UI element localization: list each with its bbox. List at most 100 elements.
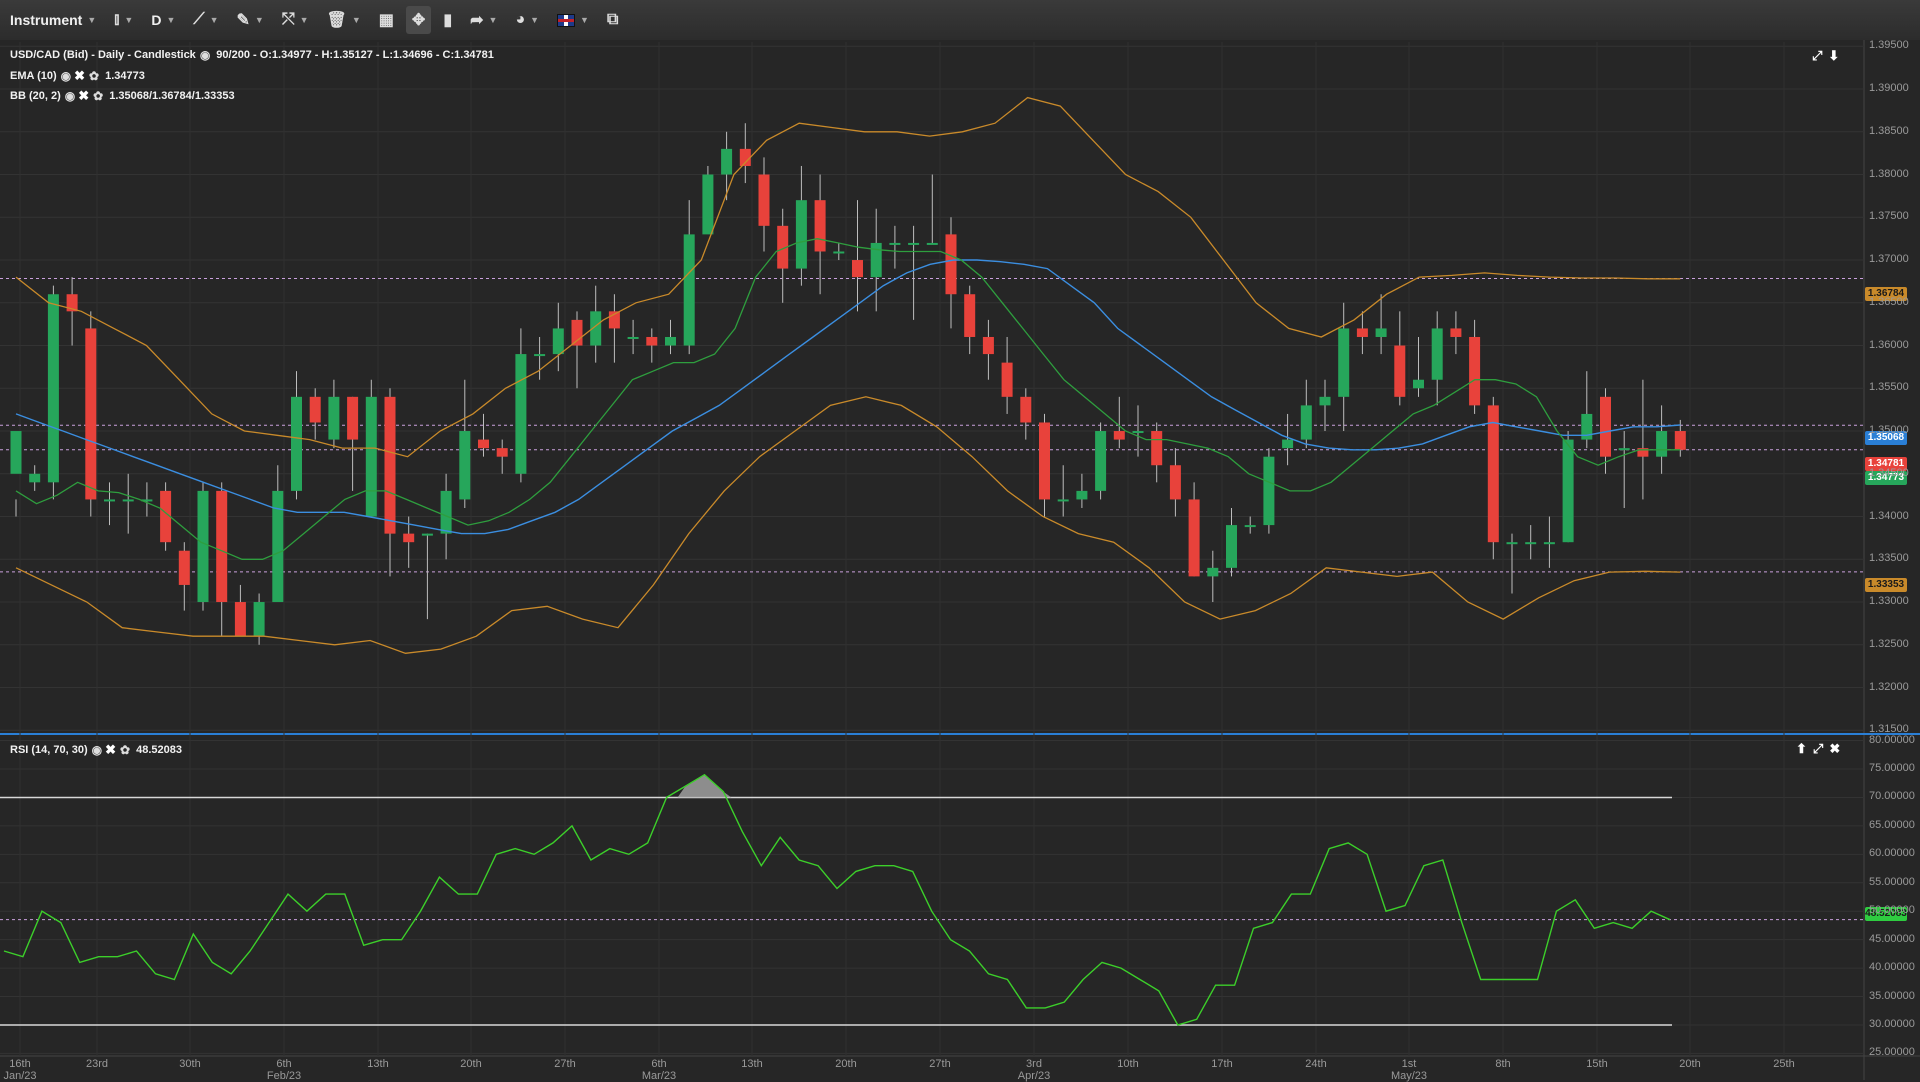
time-tick-label: 20th <box>835 1058 857 1070</box>
maximize-icon[interactable]: ⤢ <box>1812 741 1824 756</box>
candle-body <box>777 225 789 269</box>
candle-body <box>608 311 620 329</box>
ema-legend: EMA (10) ◉ ✖ ✿ 1.34773 <box>10 68 145 84</box>
chevron-down-icon: ▼ <box>254 15 264 25</box>
candle-body <box>515 354 527 474</box>
legend-ohlc: 90/200 - O:1.34977 - H:1.35127 - L:1.346… <box>216 49 494 61</box>
main-pane-controls: ⤢ ⬇ <box>1812 48 1839 64</box>
delete-tools-dropdown[interactable]: 🗑 ▼ <box>321 6 367 34</box>
close-icon[interactable]: ✖ <box>74 68 86 83</box>
candle-body <box>646 336 658 346</box>
instrument-dropdown[interactable]: Instrument ▼ <box>4 6 102 34</box>
share-dropdown[interactable]: ➦ ▼ <box>464 6 503 34</box>
time-tick-label: 1st May/23 <box>1390 1058 1428 1082</box>
maximize-icon[interactable]: ⤢ <box>1812 48 1823 63</box>
candle-body <box>1487 405 1499 543</box>
close-icon[interactable]: ✖ <box>78 88 90 103</box>
candle-body <box>1188 499 1200 577</box>
volume-button[interactable]: ▮ <box>437 6 458 34</box>
candle-body <box>1338 328 1350 397</box>
price-tick-label: 1.34500 <box>1869 466 1909 479</box>
candle-body <box>926 242 938 245</box>
ema-tag: 1.34773 <box>1865 471 1907 485</box>
theme-dropdown[interactable]: ◕ ▼ <box>509 6 545 34</box>
timeframe-dropdown[interactable]: D ▼ <box>145 6 181 34</box>
candle-body <box>66 294 78 312</box>
gear-icon[interactable]: ✿ <box>93 89 104 103</box>
language-dropdown[interactable]: ▼ <box>551 6 595 34</box>
drawing-tools-dropdown[interactable]: ✎ ▼ <box>230 6 269 34</box>
gear-icon[interactable]: ✿ <box>120 743 131 757</box>
candle-body <box>1413 379 1424 389</box>
candle-body <box>627 336 639 339</box>
rsi-tick-label: 35.00000 <box>1869 989 1915 1002</box>
candle-body <box>1600 396 1611 457</box>
ruler-icon: ✎ <box>236 12 250 29</box>
line-tools-dropdown[interactable]: ⤲ ▼ <box>276 6 315 34</box>
candle-body <box>552 328 564 355</box>
candle-body <box>29 473 41 483</box>
candle-body <box>10 431 22 474</box>
close-icon[interactable]: ✖ <box>105 742 117 757</box>
candle-body <box>665 336 676 346</box>
candle-body <box>365 396 377 517</box>
chevron-down-icon: ▼ <box>124 15 134 25</box>
price-tick-label: 1.35000 <box>1869 424 1909 437</box>
candle-body <box>1543 542 1555 545</box>
chevron-down-icon: ▼ <box>530 15 540 25</box>
candle-body <box>702 174 714 235</box>
rsi-tick-label: 65.00000 <box>1869 818 1915 831</box>
candle-body <box>795 200 807 269</box>
time-tick-label: 6th Feb/23 <box>266 1058 302 1082</box>
time-tick-label: 10th <box>1117 1058 1139 1070</box>
price-tick-label: 1.36000 <box>1869 338 1909 351</box>
time-tick-label: 6th Mar/23 <box>641 1058 677 1082</box>
bb-upper-tag: 1.36784 <box>1865 287 1907 301</box>
arrow-down-icon[interactable]: ⬇ <box>1828 48 1840 63</box>
time-tick-label: 27th <box>929 1058 951 1070</box>
crosshair-button[interactable]: ✥ <box>405 6 432 34</box>
candle-body <box>1656 431 1668 457</box>
eye-icon[interactable]: ◉ <box>91 743 103 757</box>
rsi-tag: 48.52083 <box>1865 907 1907 921</box>
indicators-dropdown[interactable]: ⟋ ▼ <box>187 6 224 34</box>
candle-body <box>889 242 901 245</box>
arrow-up-icon[interactable]: ⬆ <box>1796 741 1807 756</box>
rsi-pane-controls: ⬆ ⤢ ✖ <box>1796 741 1840 757</box>
ema-label: EMA (10) <box>10 70 57 82</box>
candle-body <box>421 533 433 536</box>
candle-body <box>1450 328 1462 337</box>
candle-body <box>1581 413 1593 440</box>
chevron-down-icon: ▼ <box>87 15 97 25</box>
bb-legend: BB (20, 2) ◉ ✖ ✿ 1.35068/1.36784/1.33353 <box>10 88 235 104</box>
ema-line <box>15 238 1681 560</box>
chart-type-dropdown[interactable]: ⫾ ▼ <box>108 6 139 34</box>
gear-icon[interactable]: ✿ <box>89 69 100 83</box>
candle-body <box>534 354 546 357</box>
candle-body <box>1282 439 1294 449</box>
candle-body <box>814 200 826 252</box>
close-icon[interactable]: ✖ <box>1829 741 1841 756</box>
candle-body <box>328 396 340 440</box>
bb-upper-line <box>15 96 1681 458</box>
bb-mid-tag: 1.35068 <box>1865 431 1907 445</box>
price-tick-label: 1.33000 <box>1869 595 1909 608</box>
eye-icon[interactable]: ◉ <box>60 69 72 83</box>
candle-body <box>571 319 583 346</box>
time-tick-label: 3rd Apr/23 <box>1017 1058 1051 1082</box>
time-tick-label: 24th <box>1305 1058 1327 1070</box>
popout-button[interactable]: ⧉ <box>601 6 624 34</box>
candle-body <box>459 431 471 500</box>
bb-lower-tag: 1.33353 <box>1865 578 1907 592</box>
candle-body <box>1226 525 1237 568</box>
indicator-icon: ⟋ <box>193 11 205 28</box>
candle-body <box>908 242 920 245</box>
eye-icon[interactable]: ◉ <box>64 89 76 103</box>
candle-body <box>496 448 508 457</box>
eye-icon[interactable]: ◉ <box>199 48 211 62</box>
candle-body <box>683 234 695 346</box>
candle-body <box>1637 448 1649 457</box>
candle-body <box>160 490 172 543</box>
layout-button[interactable]: ▦ <box>373 6 400 34</box>
